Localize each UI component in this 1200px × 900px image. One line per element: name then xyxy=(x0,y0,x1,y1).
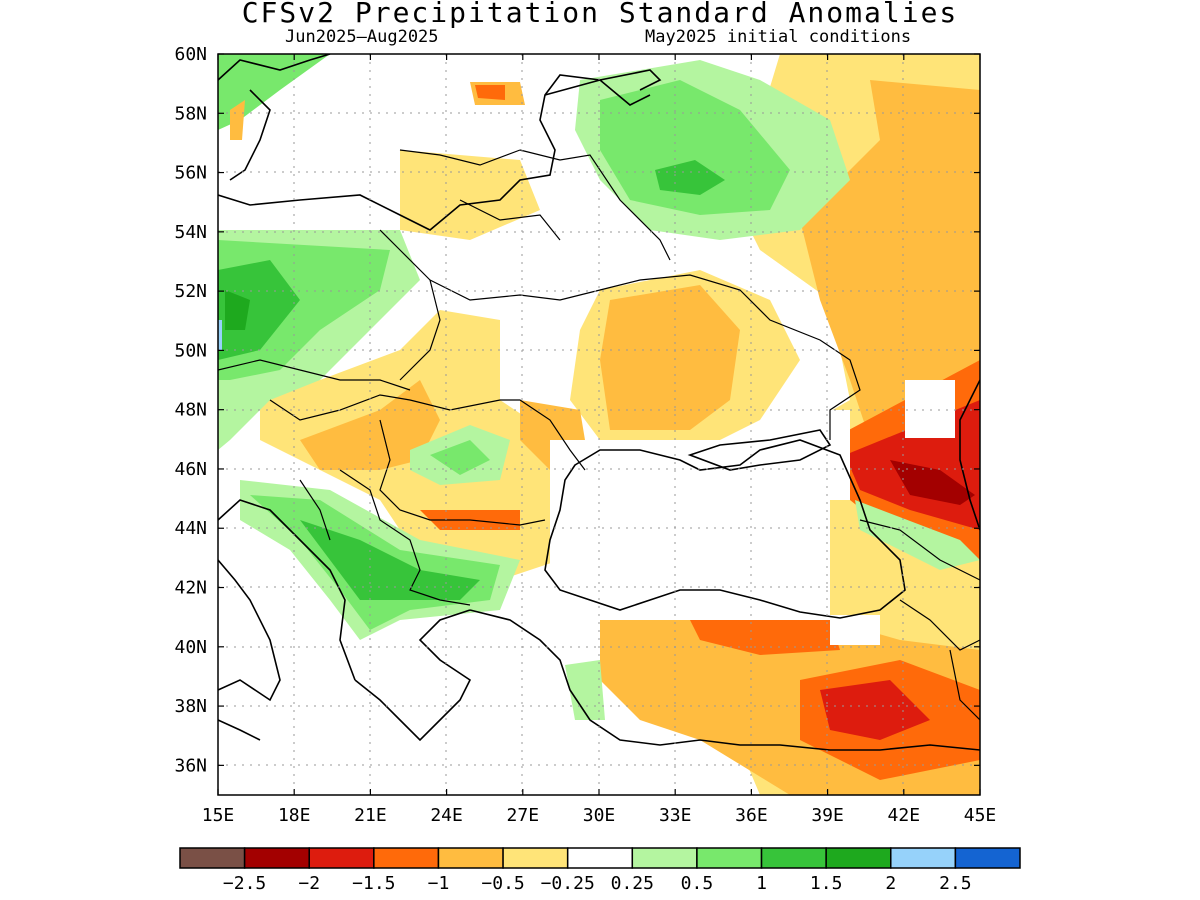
gulf-of-finland-coast xyxy=(544,69,662,96)
y-tick-label: 60N xyxy=(174,44,207,65)
caspian-coast xyxy=(959,379,980,531)
anomaly-region xyxy=(890,460,975,505)
anomaly-region xyxy=(600,80,790,215)
border-line xyxy=(899,599,980,651)
anomaly-region xyxy=(230,100,245,140)
anomaly-region xyxy=(218,260,300,360)
x-tick-label: 39E xyxy=(811,805,844,826)
legend-label: −0.5 xyxy=(481,873,524,894)
x-tick-label: 24E xyxy=(430,805,463,826)
baltic-coast xyxy=(218,74,651,231)
x-tick-label: 42E xyxy=(888,805,921,826)
x-axis: 15E 18E 21E 24E 27E 30E 33E 36E 39E 42E 45E xyxy=(202,54,997,826)
legend-swatch xyxy=(760,847,827,869)
greece-coast xyxy=(354,609,472,742)
y-tick-label: 58N xyxy=(174,103,207,124)
anomaly-region xyxy=(565,660,605,720)
italy-coast xyxy=(218,559,281,741)
y-tick-label: 42N xyxy=(174,578,207,599)
border-line xyxy=(399,149,521,166)
anomaly-region xyxy=(218,54,330,130)
y-tick-label: 48N xyxy=(174,400,207,421)
y-tick-label: 40N xyxy=(174,637,207,658)
anomaly-region xyxy=(300,380,440,470)
x-tick-label: 27E xyxy=(507,805,540,826)
anomaly-region xyxy=(400,150,540,240)
x-tick-label: 30E xyxy=(583,805,616,826)
border-line xyxy=(429,274,861,440)
x-tick-label: 18E xyxy=(278,805,311,826)
anomaly-region xyxy=(655,160,725,195)
y-tick-label: 56N xyxy=(174,163,207,184)
border-line xyxy=(218,359,411,391)
legend-label: 2.5 xyxy=(939,873,972,894)
legend-label: −2.5 xyxy=(223,873,266,894)
y-tick-label: 38N xyxy=(174,696,207,717)
initial-conditions-label: May2025 initial conditions xyxy=(645,27,912,47)
border-line xyxy=(379,229,441,381)
anomaly-region xyxy=(690,620,840,655)
legend-label: −2 xyxy=(298,873,320,894)
azov-coast xyxy=(687,429,832,471)
legend-label: −0.25 xyxy=(541,873,595,894)
legend-swatch xyxy=(954,847,1021,869)
legend-swatch xyxy=(373,847,440,869)
legend-label: 1.5 xyxy=(810,873,843,894)
legend-swatch xyxy=(566,847,634,869)
border-line xyxy=(299,479,331,541)
legend-swatch xyxy=(308,847,375,869)
legend-label: 0.5 xyxy=(681,873,714,894)
legend-label: −1.5 xyxy=(352,873,395,894)
y-tick-label: 52N xyxy=(174,281,207,302)
y-axis: 60N 58N 56N 54N 52N 50N 48N 46N 44N 42N 40N 38N 36N xyxy=(174,44,980,776)
anomaly-field xyxy=(218,54,980,795)
color-legend: −2.5 −2 −1.5 −1 −0.5 −0.25 0.25 0.5 1 1.5 2 2.5 xyxy=(179,847,1021,894)
y-tick-label: 54N xyxy=(174,222,207,243)
x-tick-label: 45E xyxy=(964,805,997,826)
gridlines xyxy=(218,54,980,795)
anomaly-region xyxy=(430,440,490,475)
border-line xyxy=(339,469,471,606)
y-tick-label: 44N xyxy=(174,518,207,539)
x-tick-label: 21E xyxy=(354,805,387,826)
masked-cell xyxy=(830,615,880,645)
anomaly-region xyxy=(600,285,740,430)
legend-swatch xyxy=(243,847,310,869)
anomaly-region xyxy=(218,320,222,350)
legend-label: −1 xyxy=(428,873,450,894)
legend-swatch xyxy=(437,847,504,869)
y-tick-label: 36N xyxy=(174,755,207,776)
x-tick-label: 36E xyxy=(735,805,768,826)
anomaly-region xyxy=(475,85,505,100)
season-label: Jun2025–Aug2025 xyxy=(285,27,439,47)
legend-swatch xyxy=(631,847,698,869)
border-line xyxy=(459,199,561,241)
x-tick-label: 15E xyxy=(202,805,235,826)
adriatic-coast xyxy=(218,499,356,681)
border-line xyxy=(949,649,980,721)
legend-swatch xyxy=(179,847,246,869)
y-tick-label: 46N xyxy=(174,459,207,480)
legend-label: 2 xyxy=(885,873,896,894)
legend-label: 1 xyxy=(756,873,767,894)
x-tick-label: 33E xyxy=(659,805,692,826)
masked-cell xyxy=(905,380,955,438)
coastlines xyxy=(218,54,980,751)
y-tick-label: 50N xyxy=(174,340,207,361)
border-line xyxy=(519,149,671,261)
legend-swatch xyxy=(502,847,569,869)
legend-swatch xyxy=(825,847,892,869)
anomaly-region xyxy=(855,500,980,570)
black-sea-coast xyxy=(544,439,906,619)
anomaly-region xyxy=(225,290,250,330)
scandinavia-coast xyxy=(218,54,331,181)
border-line xyxy=(859,519,980,581)
anomaly-region xyxy=(300,520,480,600)
legend-swatch xyxy=(696,847,763,869)
border-line xyxy=(379,419,546,526)
chart-title: CFSv2 Precipitation Standard Anomalies xyxy=(241,0,959,29)
legend-swatch xyxy=(890,847,957,869)
legend-label: 0.25 xyxy=(611,873,654,894)
